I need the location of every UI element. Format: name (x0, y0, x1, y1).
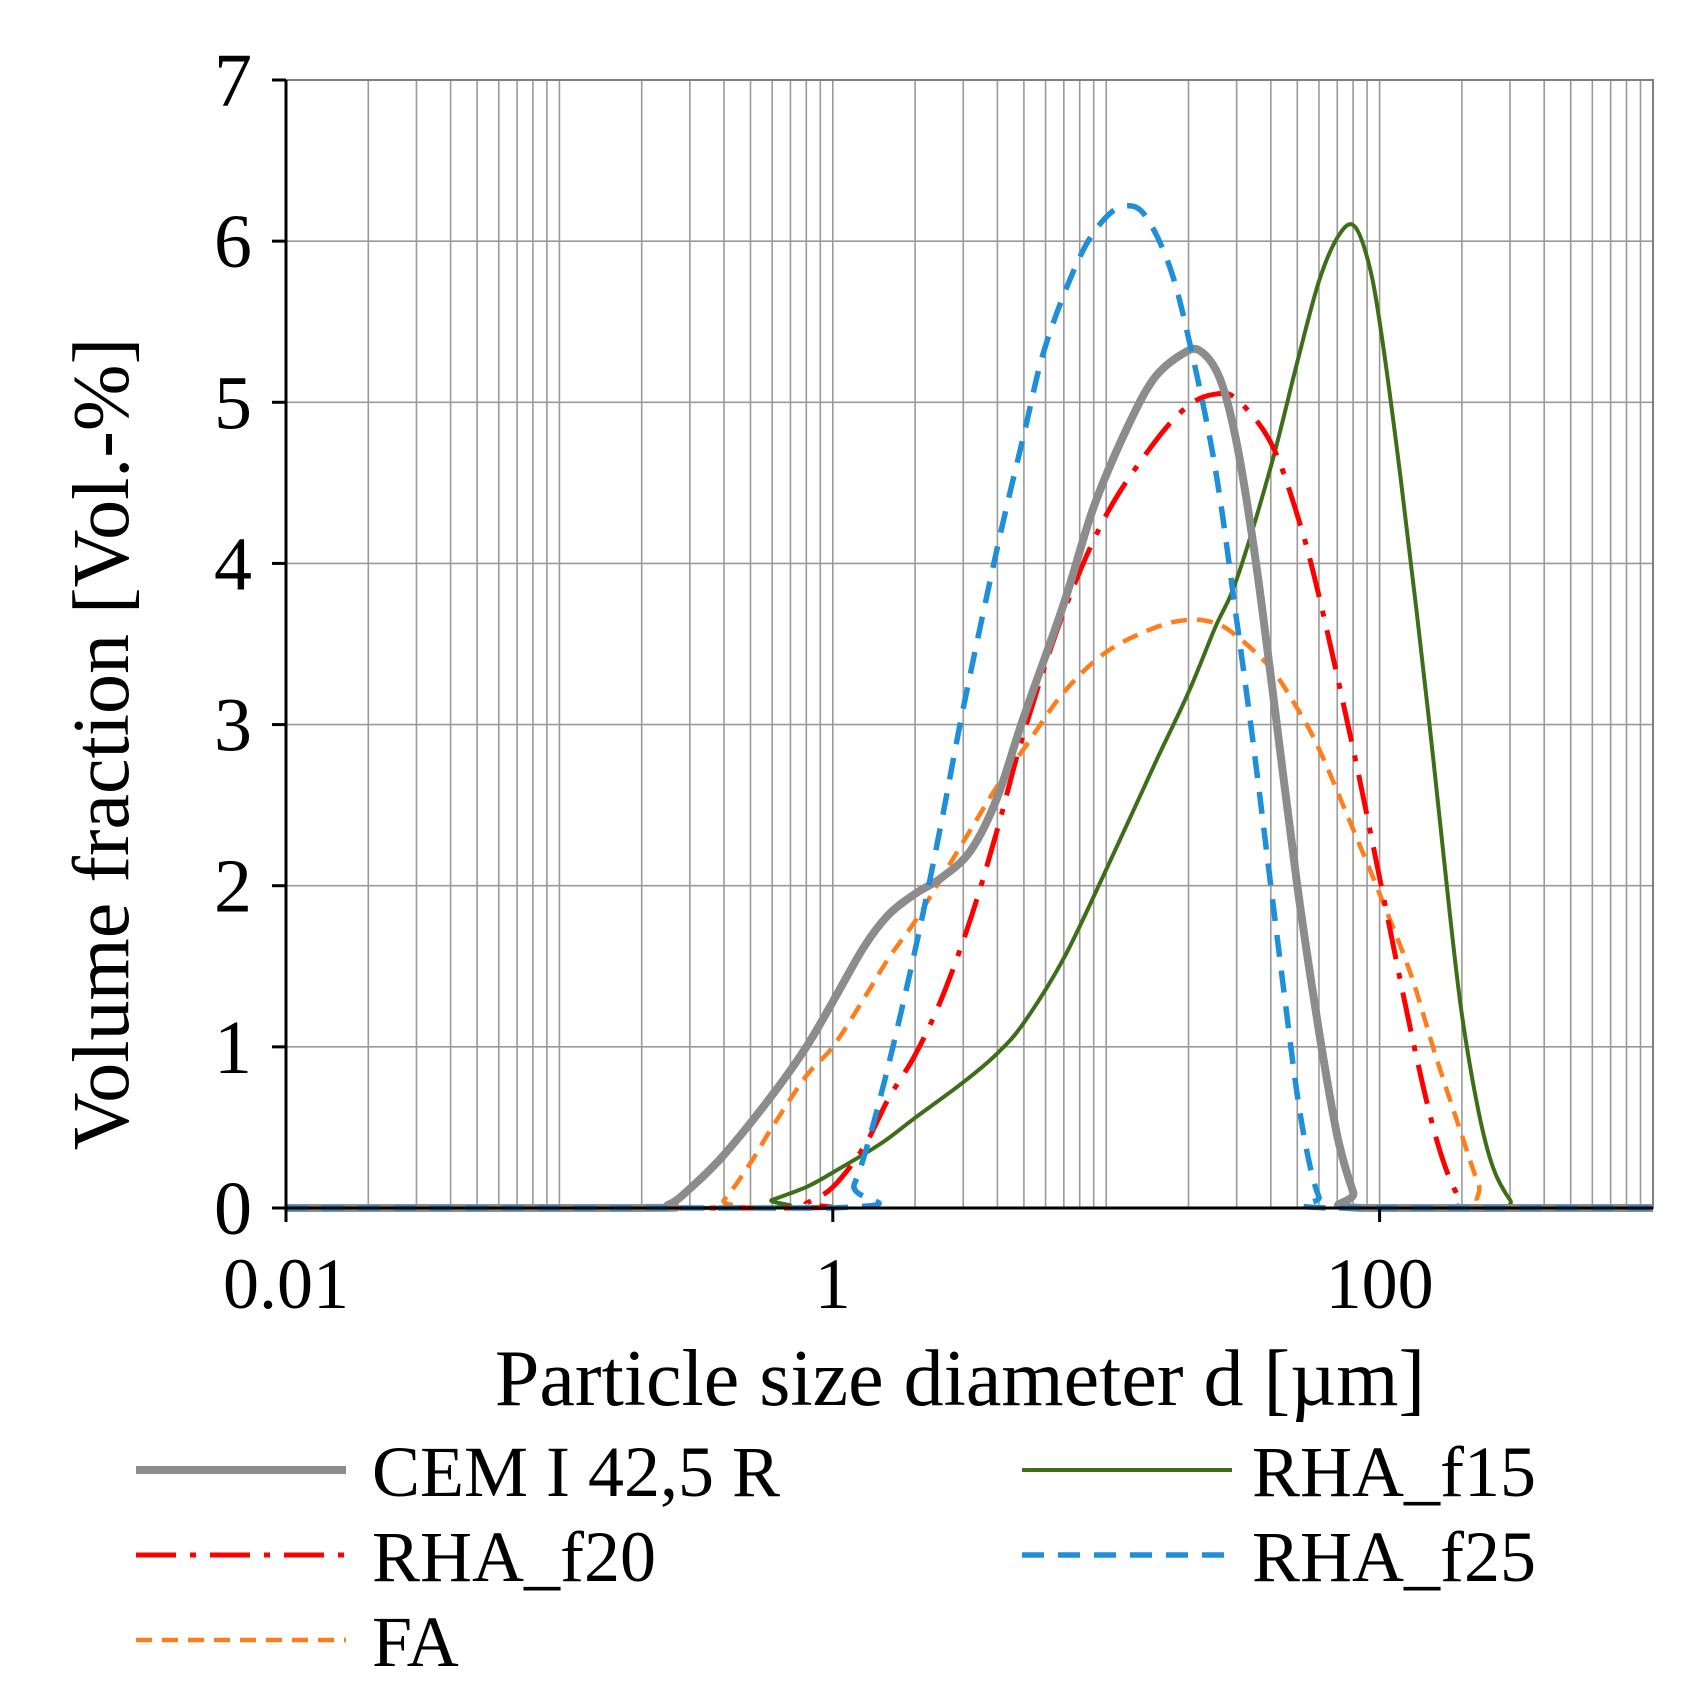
axes (284, 79, 1654, 1210)
tick-labels: 0 1 2 3 4 5 6 7 0.01 1 100 (214, 39, 1434, 1324)
gridlines (286, 79, 1653, 1208)
legend-label: RHA_f15 (1252, 1432, 1536, 1512)
x-tick-label: 1 (815, 1244, 851, 1324)
series-line-cem-i-42-5-r (286, 344, 1653, 1213)
x-tick-label: 0.01 (223, 1244, 349, 1324)
y-tick-label: 4 (214, 522, 252, 606)
legend: CEM I 42,5 R RHA_f15 RHA_f20 RHA_f25 FA (136, 1432, 1536, 1682)
series-lines (286, 202, 1653, 1213)
y-tick-label: 0 (214, 1167, 252, 1251)
y-tick-label: 2 (214, 845, 252, 929)
series-line-rha-f25 (286, 202, 1653, 1211)
legend-label: CEM I 42,5 R (372, 1432, 780, 1512)
series-line-fa (286, 617, 1653, 1211)
x-tick-label: 100 (1326, 1244, 1434, 1324)
legend-label: FA (372, 1602, 459, 1682)
legend-label: RHA_f25 (1252, 1517, 1536, 1597)
series-line-rha-f20 (286, 390, 1653, 1211)
series-line-rha-f15 (286, 222, 1653, 1211)
x-axis-label: Particle size diameter d [µm] (495, 1335, 1425, 1423)
y-tick-label: 7 (214, 39, 252, 123)
y-tick-label: 3 (214, 684, 252, 768)
y-tick-label: 1 (214, 1006, 252, 1090)
legend-label: RHA_f20 (372, 1517, 656, 1597)
y-tick-label: 5 (214, 361, 252, 445)
plot-frame (285, 79, 1654, 1209)
tick-marks (272, 78, 1382, 1222)
y-axis-label: Volume fraction [Vol.-%] (58, 338, 146, 1150)
y-tick-label: 6 (214, 200, 252, 284)
